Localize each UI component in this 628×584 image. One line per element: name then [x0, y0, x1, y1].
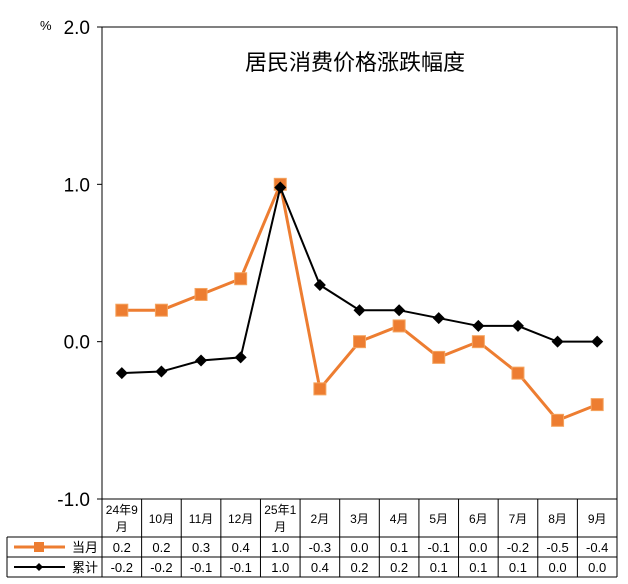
table-value: 0.0 — [549, 560, 567, 575]
table-value: -0.2 — [111, 560, 133, 575]
data-point-square — [551, 413, 565, 427]
data-point-diamond — [195, 354, 208, 367]
table-value: 0.1 — [430, 560, 448, 575]
data-point-square — [432, 350, 446, 364]
table-value: 0.2 — [113, 540, 131, 555]
table-value: -0.2 — [150, 560, 172, 575]
table-value: -0.5 — [546, 540, 568, 555]
x-category-label: 8月 — [548, 512, 567, 526]
legend-square-marker — [34, 542, 44, 552]
data-point-diamond — [393, 304, 406, 317]
table-value: 0.3 — [192, 540, 210, 555]
x-category-label: 6月 — [469, 512, 488, 526]
legend-label: 当月 — [72, 540, 98, 555]
table-value: 0.0 — [588, 560, 606, 575]
table-value: -0.1 — [190, 560, 212, 575]
x-category-label: 7月 — [509, 512, 528, 526]
table-value: -0.1 — [229, 560, 251, 575]
data-point-square — [194, 287, 208, 301]
x-category-label: 10月 — [149, 512, 174, 526]
x-category-label: 3月 — [350, 512, 369, 526]
y-tick-label: -1.0 — [57, 490, 90, 511]
table-value: 0.2 — [152, 540, 170, 555]
data-point-square — [115, 303, 129, 317]
data-point-square — [313, 382, 327, 396]
plot-area — [101, 26, 618, 500]
data-point-square — [353, 335, 366, 349]
table-value: -0.3 — [309, 540, 331, 555]
table-value: 0.0 — [469, 540, 487, 555]
data-point-square — [471, 335, 485, 349]
x-category-label: 11月 — [189, 512, 213, 526]
x-category-label: 2月 — [311, 512, 330, 526]
data-point-square — [154, 303, 168, 317]
y-tick-label: 2.0 — [64, 18, 90, 39]
legend-diamond-marker — [35, 563, 43, 571]
table-value: 0.2 — [350, 560, 368, 575]
data-point-diamond — [353, 304, 366, 317]
data-point-square — [511, 366, 525, 380]
data-point-diamond — [274, 181, 287, 194]
table-value: 0.1 — [469, 560, 487, 575]
chart-title: 居民消费价格涨跌幅度 — [245, 51, 465, 76]
x-category-label: 月 — [274, 520, 286, 534]
x-category-label: 4月 — [390, 512, 409, 526]
table-value: -0.1 — [428, 540, 450, 555]
table-value: -0.4 — [586, 540, 608, 555]
data-point-diamond — [511, 319, 524, 332]
table-value: 0.1 — [390, 540, 408, 555]
data-point-square — [392, 319, 406, 333]
data-point-diamond — [234, 351, 247, 364]
data-point-square — [234, 272, 248, 286]
data-point-diamond — [155, 365, 168, 378]
table-value: 0.2 — [390, 560, 408, 575]
x-category-label: 25年1 — [264, 503, 296, 517]
table-value: 0.4 — [311, 560, 329, 575]
table-value: 0.0 — [350, 540, 368, 555]
data-point-diamond — [115, 367, 128, 380]
table-value: -0.2 — [507, 540, 529, 555]
table-value: 0.4 — [232, 540, 250, 555]
data-point-square — [590, 398, 604, 412]
data-point-diamond — [432, 312, 445, 325]
y-tick-label: 1.0 — [64, 175, 90, 196]
x-category-label: 24年9 — [106, 503, 138, 517]
data-point-diamond — [591, 335, 604, 348]
x-category-label: 5月 — [429, 512, 448, 526]
data-point-diamond — [551, 335, 564, 348]
data-point-diamond — [472, 319, 485, 332]
table-value: 0.1 — [509, 560, 527, 575]
x-category-label: 9月 — [588, 512, 607, 526]
data-point-diamond — [313, 279, 326, 292]
table-value: 1.0 — [271, 560, 289, 575]
y-tick-label: 0.0 — [64, 333, 90, 354]
x-category-label: 12月 — [228, 512, 253, 526]
table-value: 1.0 — [271, 540, 289, 555]
legend-label: 累计 — [72, 560, 98, 575]
x-category-label: 月 — [116, 520, 128, 534]
y-unit-label: % — [40, 18, 52, 33]
